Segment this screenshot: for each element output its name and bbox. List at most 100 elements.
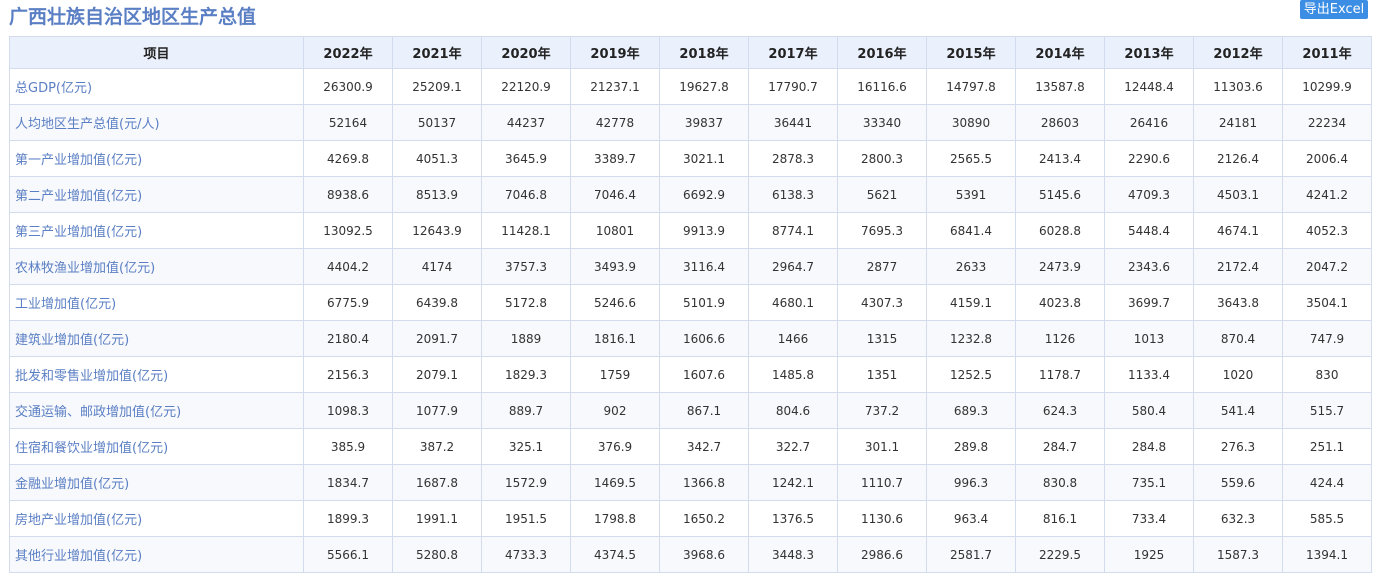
table-cell: 1376.5 — [748, 500, 838, 537]
table-cell: 541.4 — [1193, 392, 1283, 429]
table-cell: 515.7 — [1282, 392, 1372, 429]
row-label-link[interactable]: 第二产业增加值(亿元) — [9, 176, 304, 213]
table-cell: 301.1 — [837, 428, 927, 465]
export-excel-button[interactable]: 导出Excel — [1300, 0, 1368, 19]
table-cell: 4503.1 — [1193, 176, 1283, 213]
header-year: 2019年 — [570, 36, 660, 69]
table-cell: 251.1 — [1282, 428, 1372, 465]
table-cell: 6841.4 — [926, 212, 1016, 249]
table-cell: 1242.1 — [748, 464, 838, 501]
table-cell: 376.9 — [570, 428, 660, 465]
table-cell: 424.4 — [1282, 464, 1372, 501]
table-row: 住宿和餐饮业增加值(亿元) 385.9 387.2 325.1 376.9 342.7 32… — [9, 428, 1372, 465]
table-cell: 735.1 — [1104, 464, 1194, 501]
table-cell: 1759 — [570, 356, 660, 393]
table-cell: 3699.7 — [1104, 284, 1194, 321]
table-cell: 4159.1 — [926, 284, 1016, 321]
table-cell: 1126 — [1015, 320, 1105, 357]
row-label-link[interactable]: 人均地区生产总值(元/人) — [9, 104, 304, 141]
header-year: 2015年 — [926, 36, 1016, 69]
table-cell: 5101.9 — [659, 284, 749, 321]
table-cell: 22234 — [1282, 104, 1372, 141]
table-cell: 276.3 — [1193, 428, 1283, 465]
table-cell: 4733.3 — [481, 536, 571, 573]
table-cell: 1607.6 — [659, 356, 749, 393]
table-cell: 2964.7 — [748, 248, 838, 285]
row-label-link[interactable]: 其他行业增加值(亿元) — [9, 536, 304, 573]
table-cell: 3493.9 — [570, 248, 660, 285]
table-row: 第二产业增加值(亿元) 8938.6 8513.9 7046.8 7046.4 6692.… — [9, 176, 1372, 213]
table-cell: 14797.8 — [926, 68, 1016, 105]
table-cell: 5448.4 — [1104, 212, 1194, 249]
table-cell: 5621 — [837, 176, 927, 213]
table-cell: 11303.6 — [1193, 68, 1283, 105]
table-cell: 3968.6 — [659, 536, 749, 573]
table-cell: 1829.3 — [481, 356, 571, 393]
table-cell: 10299.9 — [1282, 68, 1372, 105]
table-row: 金融业增加值(亿元) 1834.7 1687.8 1572.9 1469.5 1366.8… — [9, 464, 1372, 501]
table-cell: 1834.7 — [303, 464, 393, 501]
table-cell: 1899.3 — [303, 500, 393, 537]
table-cell: 2413.4 — [1015, 140, 1105, 177]
table-cell: 284.7 — [1015, 428, 1105, 465]
table-cell: 7695.3 — [837, 212, 927, 249]
row-label-link[interactable]: 第三产业增加值(亿元) — [9, 212, 304, 249]
table-cell: 2343.6 — [1104, 248, 1194, 285]
table-cell: 6028.8 — [1015, 212, 1105, 249]
row-label-link[interactable]: 交通运输、邮政增加值(亿元) — [9, 392, 304, 429]
row-label-link[interactable]: 建筑业增加值(亿元) — [9, 320, 304, 357]
table-cell: 747.9 — [1282, 320, 1372, 357]
table-cell: 385.9 — [303, 428, 393, 465]
table-cell: 2581.7 — [926, 536, 1016, 573]
row-label-link[interactable]: 住宿和餐饮业增加值(亿元) — [9, 428, 304, 465]
table-cell: 2800.3 — [837, 140, 927, 177]
row-label-link[interactable]: 房地产业增加值(亿元) — [9, 500, 304, 537]
table-cell: 284.8 — [1104, 428, 1194, 465]
table-cell: 6692.9 — [659, 176, 749, 213]
table-cell: 13092.5 — [303, 212, 393, 249]
row-label-link[interactable]: 总GDP(亿元) — [9, 68, 304, 105]
table-cell: 24181 — [1193, 104, 1283, 141]
table-cell: 830 — [1282, 356, 1372, 393]
table-cell: 2633 — [926, 248, 1016, 285]
table-cell: 1178.7 — [1015, 356, 1105, 393]
row-label-link[interactable]: 第一产业增加值(亿元) — [9, 140, 304, 177]
table-cell: 5280.8 — [392, 536, 482, 573]
table-cell: 4680.1 — [748, 284, 838, 321]
table-cell: 3504.1 — [1282, 284, 1372, 321]
row-label-link[interactable]: 金融业增加值(亿元) — [9, 464, 304, 501]
table-cell: 1366.8 — [659, 464, 749, 501]
table-cell: 2091.7 — [392, 320, 482, 357]
table-cell: 2290.6 — [1104, 140, 1194, 177]
table-row: 农林牧渔业增加值(亿元) 4404.2 4174 3757.3 3493.9 3116.4… — [9, 248, 1372, 285]
table-cell: 39837 — [659, 104, 749, 141]
table-cell: 3643.8 — [1193, 284, 1283, 321]
table-cell: 2877 — [837, 248, 927, 285]
table-cell: 6775.9 — [303, 284, 393, 321]
row-label-link[interactable]: 农林牧渔业增加值(亿元) — [9, 248, 304, 285]
table-cell: 4307.3 — [837, 284, 927, 321]
table-cell: 8513.9 — [392, 176, 482, 213]
table-cell: 36441 — [748, 104, 838, 141]
table-cell: 867.1 — [659, 392, 749, 429]
table-cell: 16116.6 — [837, 68, 927, 105]
table-cell: 1485.8 — [748, 356, 838, 393]
table-cell: 2986.6 — [837, 536, 927, 573]
table-row: 第三产业增加值(亿元) 13092.5 12643.9 11428.1 10801 991… — [9, 212, 1372, 249]
table-cell: 1572.9 — [481, 464, 571, 501]
table-cell: 13587.8 — [1015, 68, 1105, 105]
table-cell: 7046.4 — [570, 176, 660, 213]
table-cell: 4051.3 — [392, 140, 482, 177]
table-cell: 2473.9 — [1015, 248, 1105, 285]
row-label-link[interactable]: 批发和零售业增加值(亿元) — [9, 356, 304, 393]
table-cell: 559.6 — [1193, 464, 1283, 501]
table-cell: 4709.3 — [1104, 176, 1194, 213]
table-cell: 1394.1 — [1282, 536, 1372, 573]
table-cell: 4404.2 — [303, 248, 393, 285]
table-cell: 387.2 — [392, 428, 482, 465]
header-year: 2014年 — [1015, 36, 1105, 69]
table-cell: 17790.7 — [748, 68, 838, 105]
table-cell: 4241.2 — [1282, 176, 1372, 213]
row-label-link[interactable]: 工业增加值(亿元) — [9, 284, 304, 321]
table-cell: 1110.7 — [837, 464, 927, 501]
